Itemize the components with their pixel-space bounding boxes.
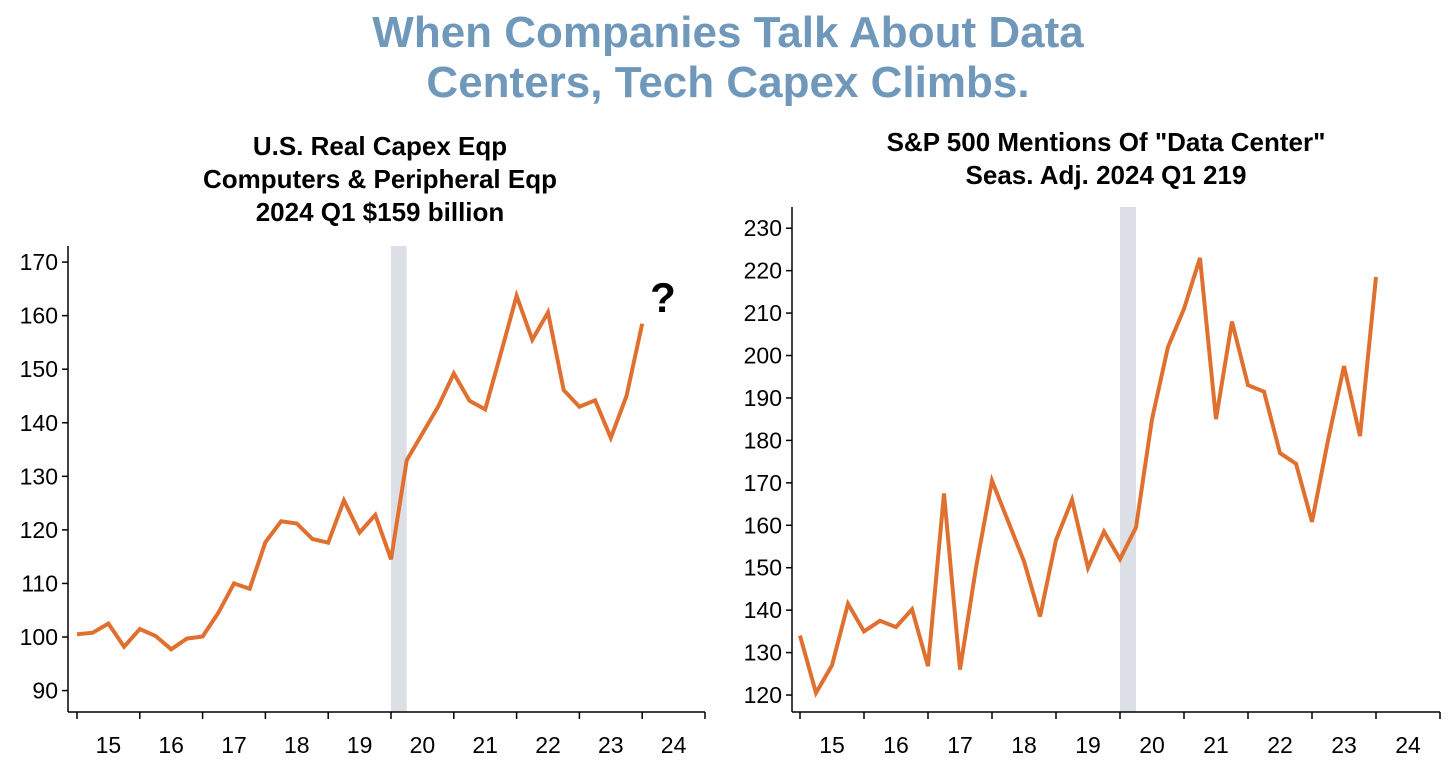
- left-x-tick-label: 21: [472, 732, 498, 758]
- right-y-tick-label: 230: [744, 215, 782, 241]
- right-x-tick-label: 16: [883, 732, 909, 758]
- right-x-tick-label: 17: [947, 732, 973, 758]
- right-y-tick-label: 220: [744, 258, 782, 284]
- left-y-tick-label: 170: [20, 249, 58, 275]
- right-recession-band: [1120, 207, 1136, 712]
- left-recession-band: [391, 246, 407, 712]
- right-chart-title-line1: S&P 500 Mentions Of "Data Center": [886, 127, 1326, 157]
- left-series-line: [76, 289, 645, 652]
- right-y-tick-label: 200: [744, 343, 782, 369]
- right-y-tick-label: 130: [744, 640, 782, 666]
- left-chart-title-line2: Computers & Peripheral Eqp: [203, 164, 557, 194]
- right-y-tick-label: 180: [744, 427, 782, 453]
- left-annotation: ?: [650, 274, 676, 321]
- chart-main-title-line2: Centers, Tech Capex Climbs.: [426, 58, 1030, 107]
- left-x-tick-label: 19: [347, 732, 373, 758]
- left-x-tick-label: 24: [661, 732, 687, 758]
- left-y-tick-label: 130: [20, 463, 58, 489]
- right-y-tick-label: 190: [744, 385, 782, 411]
- left-chart-title-line1: U.S. Real Capex Eqp: [252, 131, 508, 161]
- left-chart-title: U.S. Real Capex Eqp Computers & Peripher…: [60, 130, 700, 229]
- left-x-tick-label: 18: [284, 732, 310, 758]
- left-x-tick-label: 16: [158, 732, 184, 758]
- left-y-tick-label: 100: [20, 624, 58, 650]
- right-x-tick-label: 24: [1395, 732, 1421, 758]
- right-y-tick-label: 210: [744, 300, 782, 326]
- right-x-tick-label: 21: [1203, 732, 1229, 758]
- left-y-tick-label: 120: [20, 517, 58, 543]
- left-x-tick-label: 20: [410, 732, 436, 758]
- left-y-tick-label: 110: [21, 570, 58, 596]
- right-x-tick-label: 22: [1267, 732, 1293, 758]
- right-chart-title: S&P 500 Mentions Of "Data Center" Seas. …: [776, 126, 1436, 192]
- right-x-tick-label: 18: [1011, 732, 1037, 758]
- right-x-tick-label: 19: [1075, 732, 1101, 758]
- left-x-tick-label: 17: [221, 732, 247, 758]
- right-y-tick-label: 120: [744, 682, 782, 708]
- left-y-tick-label: 140: [20, 410, 58, 436]
- left-x-tick-label: 23: [598, 732, 624, 758]
- left-y-tick-label: 160: [20, 303, 58, 329]
- right-x-tick-label: 20: [1139, 732, 1165, 758]
- right-y-tick-label: 140: [744, 597, 782, 623]
- left-y-tick-label: 90: [32, 678, 58, 704]
- left-chart-title-line3: 2024 Q1 $159 billion: [255, 197, 505, 227]
- right-y-tick-label: 150: [744, 555, 782, 581]
- right-series-line: [798, 257, 1378, 699]
- left-x-tick-label: 15: [96, 732, 122, 758]
- right-chart-title-line2: Seas. Adj. 2024 Q1 219: [965, 160, 1247, 190]
- right-x-tick-label: 15: [819, 732, 845, 758]
- right-y-tick-label: 170: [744, 470, 782, 496]
- left-y-tick-label: 150: [20, 356, 58, 382]
- right-y-tick-label: 160: [744, 512, 782, 538]
- left-x-tick-label: 22: [535, 732, 561, 758]
- right-x-tick-label: 23: [1331, 732, 1357, 758]
- chart-main-title-line1: When Companies Talk About Data: [372, 8, 1084, 57]
